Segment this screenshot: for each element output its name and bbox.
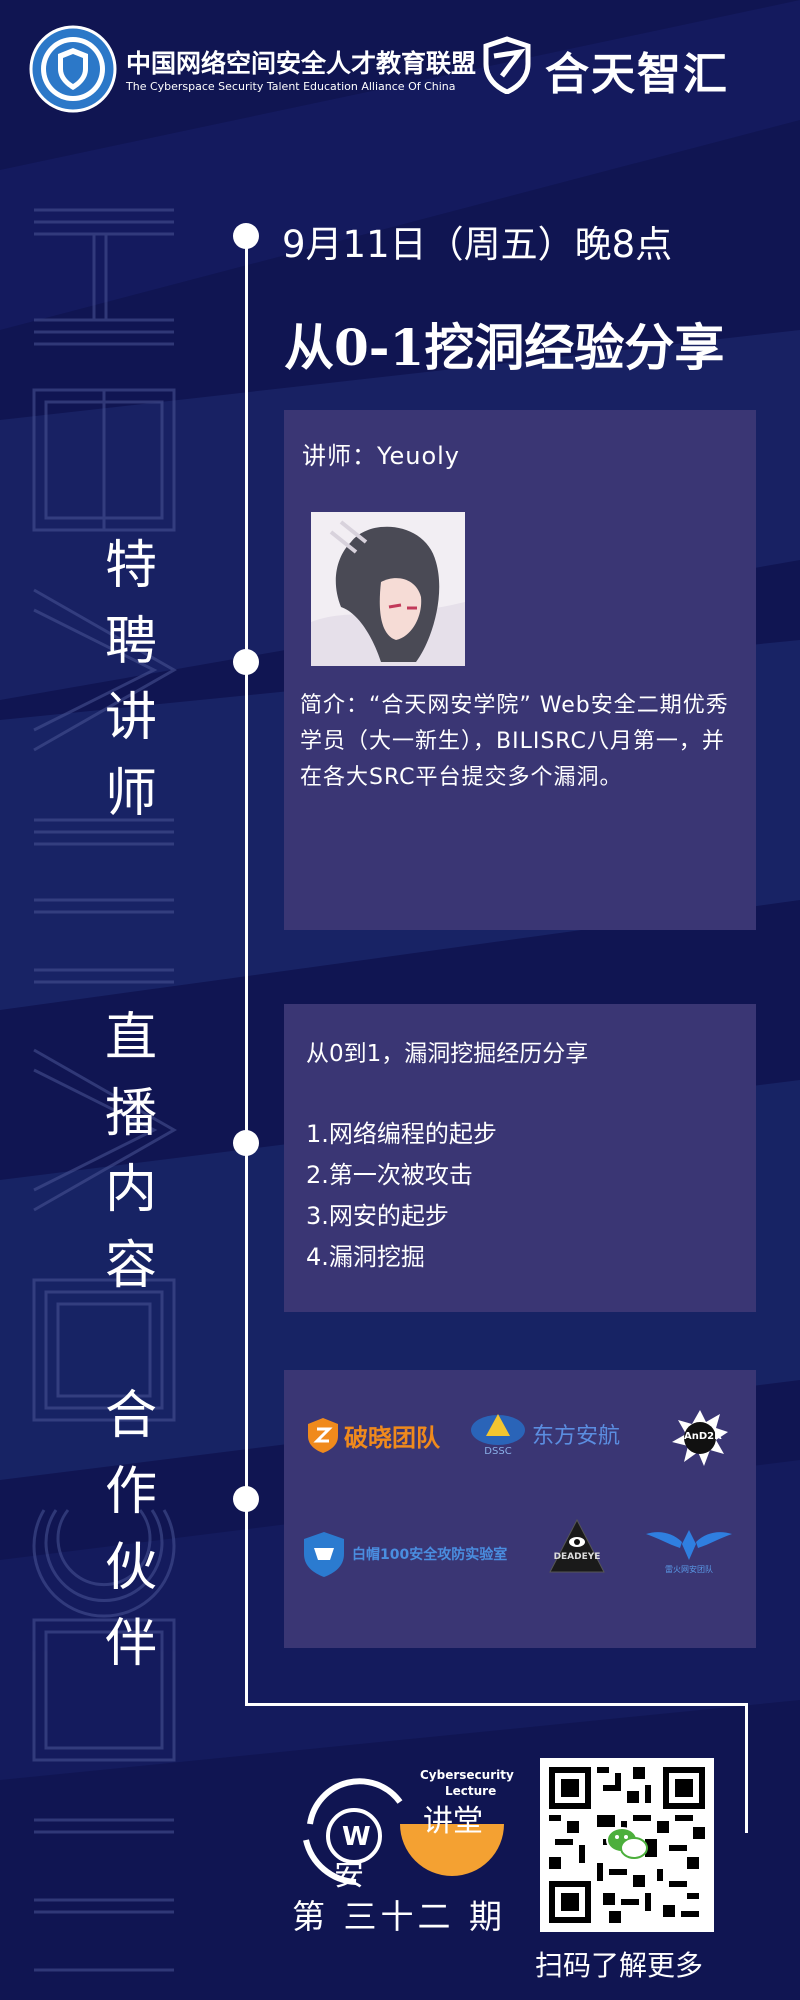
agenda-item: 4.漏洞挖掘	[306, 1243, 425, 1271]
partner-baimao: 白帽100安全攻防实验室	[302, 1530, 507, 1578]
alliance-name-en: The Cyberspace Security Talent Education…	[126, 80, 456, 93]
speaker-bio: 简介：“合天网安学院” Web安全二期优秀学员（大一新生），BILISRC八月第…	[300, 693, 729, 790]
partner-andrz: AnD2R	[670, 1408, 730, 1468]
deadeye-pyramid-icon	[549, 1518, 605, 1573]
alliance-logo-icon	[29, 25, 117, 113]
timeline-bottom-line	[245, 1703, 748, 1706]
timeline-dot-date	[233, 223, 259, 249]
side-label-content: 直播内容	[104, 1008, 157, 1296]
wechat-icon	[606, 1827, 648, 1859]
agenda-item: 1.网络编程的起步	[306, 1120, 497, 1148]
lecture-an-char: 安	[334, 1858, 364, 1893]
partner-poxiao: 破晓团队	[306, 1416, 440, 1454]
andrz-splash-icon	[672, 1410, 728, 1466]
baimao-shield-icon	[304, 1532, 344, 1577]
timeline-dot-content	[233, 1130, 259, 1156]
event-title: 从0-1挖洞经验分享	[284, 318, 725, 377]
lecture-w-letter: W	[342, 1822, 371, 1852]
timeline-line	[245, 236, 248, 1706]
lecture-logo-icon	[303, 1778, 504, 1885]
lecture-en-1: Cybersecurity	[420, 1768, 514, 1782]
wings-emblem-icon	[646, 1530, 732, 1560]
timeline-right-line	[745, 1703, 748, 1833]
issue-number: 第 三十二 期	[292, 1897, 506, 1936]
agenda-list: 1.网络编程的起步 2.第一次被攻击 3.网安的起步 4.漏洞挖掘	[306, 1114, 497, 1278]
content-intro: 从0到1，漏洞挖掘经历分享	[306, 1041, 589, 1067]
watermark-letters	[32, 208, 178, 1972]
qr-caption: 扫码了解更多	[535, 1949, 704, 1982]
alliance-name-cn: 中国网络空间安全人才教育联盟	[126, 49, 477, 78]
timeline-dot-partners	[233, 1486, 259, 1512]
qr-pattern	[549, 1767, 705, 1923]
partner-dfah: DSSC 东方安航	[470, 1410, 620, 1457]
speaker-card: 讲师：Yeuoly 简介：“合天网安学院” Web安全二期优秀学员（大一新生），…	[284, 410, 756, 930]
lecture-cn: 讲堂	[423, 1804, 483, 1839]
content-card: 从0到1，漏洞挖掘经历分享 1.网络编程的起步 2.第一次被攻击 3.网安的起步…	[284, 1004, 756, 1312]
speaker-name: 讲师：Yeuoly	[302, 442, 461, 470]
side-label-partners: 合作伙伴	[104, 1386, 157, 1674]
partner-wings: 雷火网安团队	[644, 1524, 734, 1575]
agenda-item: 2.第一次被攻击	[306, 1161, 473, 1189]
brand-name: 合天智汇	[545, 49, 729, 100]
side-label-speaker: 特聘讲师	[104, 536, 157, 824]
agenda-item: 3.网安的起步	[306, 1202, 449, 1230]
dfah-sail-icon	[471, 1414, 525, 1445]
lecture-en-2: Lecture	[445, 1784, 497, 1798]
timeline-dot-speaker	[233, 649, 259, 675]
qr-code[interactable]	[540, 1758, 714, 1932]
partners-card: 破晓团队 DSSC 东方安航 AnD2R	[284, 1370, 756, 1648]
event-datetime: 9月11日（周五）晚8点	[282, 223, 673, 266]
hetian-shield-icon	[483, 36, 531, 94]
poxiao-shield-icon	[308, 1418, 338, 1453]
partner-deadeye: DEADEYE	[548, 1518, 606, 1574]
speaker-avatar	[311, 512, 465, 666]
